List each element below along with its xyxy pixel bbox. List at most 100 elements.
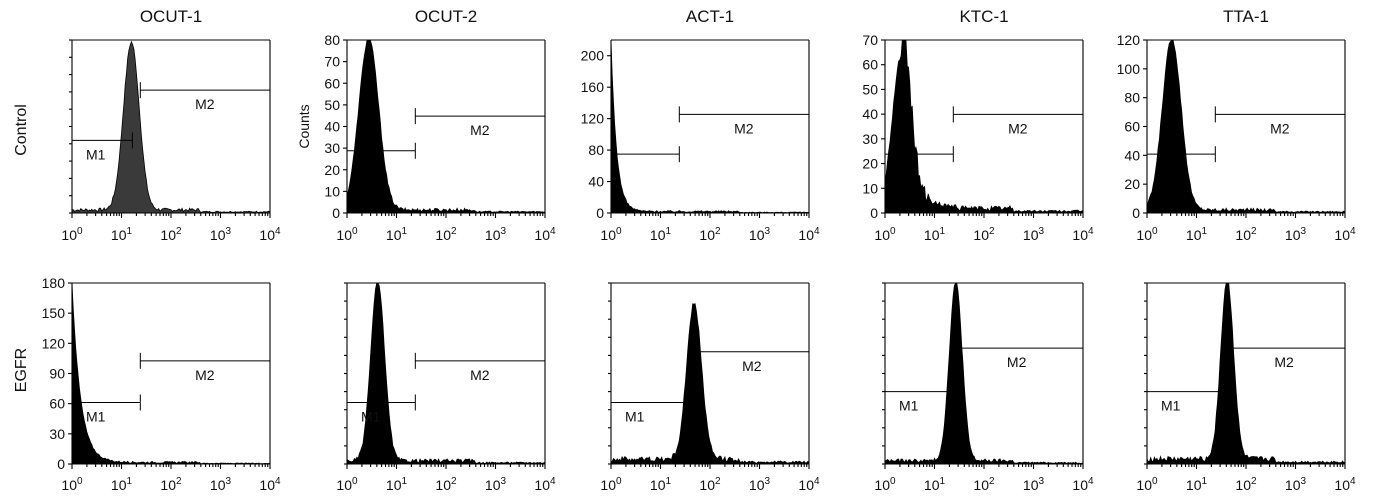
- x-tick-label: 102: [1235, 476, 1257, 493]
- y-tick-label: 120: [1117, 32, 1141, 48]
- y-tick-label: 50: [324, 97, 340, 113]
- x-tick-label: 104: [1334, 476, 1356, 493]
- histogram-panel: 100 101 102 103 104 M1 M2: [600, 282, 820, 493]
- y-tick-label: 40: [1124, 147, 1140, 163]
- y-tick-label: 10: [324, 183, 340, 199]
- x-tick-label: 101: [386, 476, 408, 493]
- y-tick-label: 80: [588, 142, 604, 158]
- y-tick-label: 60: [324, 75, 340, 91]
- gate-label: M2: [742, 358, 762, 374]
- y-tick-label: 90: [49, 366, 65, 382]
- x-tick-label: 103: [1285, 476, 1307, 493]
- x-tick-label: 100: [61, 226, 83, 243]
- x-tick-label: 101: [1186, 476, 1208, 493]
- histogram-area: [346, 282, 546, 465]
- x-tick-label: 100: [1136, 226, 1158, 243]
- panel-title: ACT-1: [686, 7, 734, 26]
- y-tick-label: 0: [596, 205, 604, 221]
- gate-label: M2: [734, 120, 754, 136]
- histogram-area: [884, 39, 1084, 214]
- gate-label: M2: [470, 367, 490, 383]
- y-tick-label: 120: [581, 111, 605, 127]
- panel-title: OCUT-1: [140, 7, 202, 26]
- y-tick-label: 80: [324, 32, 340, 48]
- y-tick-label: 180: [42, 275, 66, 291]
- x-tick-label: 103: [485, 226, 507, 243]
- y-tick-label: 0: [1132, 205, 1140, 221]
- histogram-area: [884, 282, 1084, 465]
- x-tick-label: 102: [435, 226, 457, 243]
- x-tick-label: 103: [1285, 226, 1307, 243]
- y-tick-label: 60: [49, 396, 65, 412]
- y-tick-label: 30: [49, 426, 65, 442]
- histogram-area: [610, 303, 810, 465]
- y-tick-label: 120: [42, 335, 66, 351]
- y-tick-label: 20: [1124, 176, 1140, 192]
- y-tick-label: 30: [324, 140, 340, 156]
- y-tick-label: 40: [324, 119, 340, 135]
- histogram-panel: 100 101 102 103 104 M1 M2: [336, 282, 556, 493]
- y-tick-label: 80: [1124, 90, 1140, 106]
- x-tick-label: 101: [650, 476, 672, 493]
- row-label-egfr: EGFR: [13, 348, 30, 392]
- gate-label: M2: [1007, 354, 1027, 370]
- histogram-panel: 0 30 60 90 120 150 180 100 101 102 103 104 M1 M2: [42, 275, 281, 493]
- x-tick-label: 102: [1235, 226, 1257, 243]
- y-tick-label: 0: [332, 205, 340, 221]
- y-axis-label: Counts: [296, 104, 312, 148]
- x-tick-label: 101: [111, 226, 133, 243]
- x-tick-label: 100: [336, 226, 358, 243]
- y-tick-label: 70: [862, 32, 878, 48]
- gate-label: M2: [470, 122, 490, 138]
- panel-title: OCUT-2: [415, 7, 477, 26]
- x-tick-label: 101: [111, 476, 133, 493]
- histogram-area: [71, 282, 271, 465]
- gate-label: M2: [1274, 354, 1294, 370]
- histogram-area: [346, 39, 546, 214]
- x-tick-label: 103: [749, 476, 771, 493]
- x-tick-label: 101: [924, 476, 946, 493]
- histogram-area: [1146, 282, 1346, 465]
- x-tick-label: 104: [259, 476, 281, 493]
- x-tick-label: 102: [435, 476, 457, 493]
- gate-label: M1: [86, 408, 106, 424]
- y-tick-label: 40: [588, 174, 604, 190]
- x-tick-label: 104: [1072, 226, 1094, 243]
- gate-label: M1: [86, 146, 106, 162]
- x-tick-label: 102: [160, 476, 182, 493]
- y-tick-label: 0: [57, 456, 65, 472]
- gate-label: M2: [195, 367, 215, 383]
- x-tick-label: 103: [485, 476, 507, 493]
- x-tick-label: 102: [973, 476, 995, 493]
- x-tick-label: 100: [874, 476, 896, 493]
- x-tick-label: 100: [336, 476, 358, 493]
- y-tick-label: 200: [581, 48, 605, 64]
- y-tick-label: 0: [870, 205, 878, 221]
- y-tick-label: 10: [862, 180, 878, 196]
- y-tick-label: 100: [1117, 61, 1141, 77]
- row-label-control: Control: [13, 104, 30, 156]
- x-tick-label: 104: [798, 226, 820, 243]
- x-tick-label: 103: [210, 476, 232, 493]
- x-tick-label: 101: [650, 226, 672, 243]
- x-tick-label: 104: [534, 476, 556, 493]
- histogram-area: [71, 40, 271, 214]
- x-tick-label: 102: [699, 226, 721, 243]
- histogram-panel: 100 101 102 103 104 M1 M2: [874, 282, 1094, 493]
- gate-label: M2: [1008, 120, 1028, 136]
- gate-label: M1: [625, 408, 645, 424]
- x-tick-label: 101: [1186, 226, 1208, 243]
- gate-label: M1: [361, 408, 381, 424]
- x-tick-label: 104: [259, 226, 281, 243]
- histogram-panel: ACT-1 0 40 80 120 160 200 100 101 102 103 104 M2: [581, 7, 820, 243]
- x-tick-label: 100: [874, 226, 896, 243]
- y-tick-label: 150: [42, 305, 66, 321]
- histogram-area: [610, 39, 810, 214]
- histogram-panel: 100 101 102 103 104 M1 M2: [1136, 282, 1356, 493]
- x-tick-label: 101: [924, 226, 946, 243]
- panel-title: TTA-1: [1223, 7, 1269, 26]
- y-tick-label: 20: [324, 162, 340, 178]
- histogram-panel: TTA-1 0 20 40 60 80 100 120 100 101 102 103 104 M2: [1117, 7, 1356, 243]
- y-tick-label: 160: [581, 79, 605, 95]
- gate-label: M2: [1270, 120, 1290, 136]
